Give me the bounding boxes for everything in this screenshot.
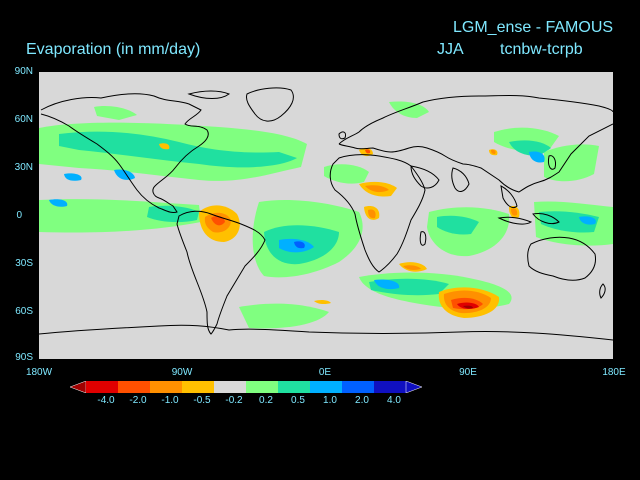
- colorbar-swatch-7: [246, 381, 278, 393]
- positive-anomaly-max: [294, 241, 305, 249]
- colorbar-swatch-3: [118, 381, 150, 393]
- colorbar-label-3: -1.0: [161, 395, 179, 406]
- title-right: LGM_ense - FAMOUS: [453, 19, 614, 36]
- lon-label-180w: 180W: [25, 367, 53, 378]
- lon-label-90e: 90E: [459, 367, 477, 378]
- title-left: Evaporation (in mm/day): [26, 41, 201, 58]
- positive-anomaly-mid: [59, 131, 599, 296]
- colorbar-swatch-4: [150, 381, 182, 393]
- lat-label-60s: 60S: [15, 306, 33, 317]
- evaporation-map: [39, 72, 613, 359]
- colorbar-swatch-11: [374, 381, 406, 393]
- lat-label-60n: 60N: [14, 114, 33, 125]
- colorbar-label-6: 0.2: [259, 395, 273, 406]
- positive-anomaly-high: [49, 151, 596, 290]
- colorbar: [70, 381, 422, 393]
- lat-label-30n: 30N: [14, 162, 33, 173]
- colorbar-label-5: -0.2: [225, 395, 243, 406]
- colorbar-label-10: 4.0: [387, 395, 401, 406]
- colorbar-label-7: 0.5: [291, 395, 305, 406]
- lon-label-90w: 90W: [171, 367, 193, 378]
- colorbar-swatch-10: [342, 381, 374, 393]
- lat-label-90s: 90S: [15, 352, 33, 363]
- colorbar-cap-low: [70, 381, 87, 393]
- lon-label-0e: 0E: [318, 367, 332, 378]
- colorbar-cap-high: [405, 381, 422, 393]
- colorbar-swatch-8: [278, 381, 310, 393]
- experiment-label: tcnbw-tcrpb: [500, 41, 583, 58]
- colorbar-label-2: -2.0: [129, 395, 147, 406]
- lat-label-0: 0: [16, 210, 22, 221]
- colorbar-label-8: 1.0: [323, 395, 337, 406]
- lat-label-90n: 90N: [14, 66, 33, 77]
- season-label: JJA: [437, 41, 464, 58]
- coastlines: [39, 87, 613, 341]
- lat-label-30s: 30S: [15, 258, 33, 269]
- colorbar-swatch-5: [182, 381, 214, 393]
- negative-anomaly-max: [463, 305, 473, 309]
- lon-label-180e: 180E: [602, 367, 626, 378]
- colorbar-swatch-6: [214, 381, 246, 393]
- colorbar-swatch-9: [310, 381, 342, 393]
- colorbar-label-4: -0.5: [193, 395, 211, 406]
- colorbar-label-9: 2.0: [355, 395, 369, 406]
- colorbar-swatch-2: [86, 381, 118, 393]
- colorbar-label-1: -4.0: [97, 395, 115, 406]
